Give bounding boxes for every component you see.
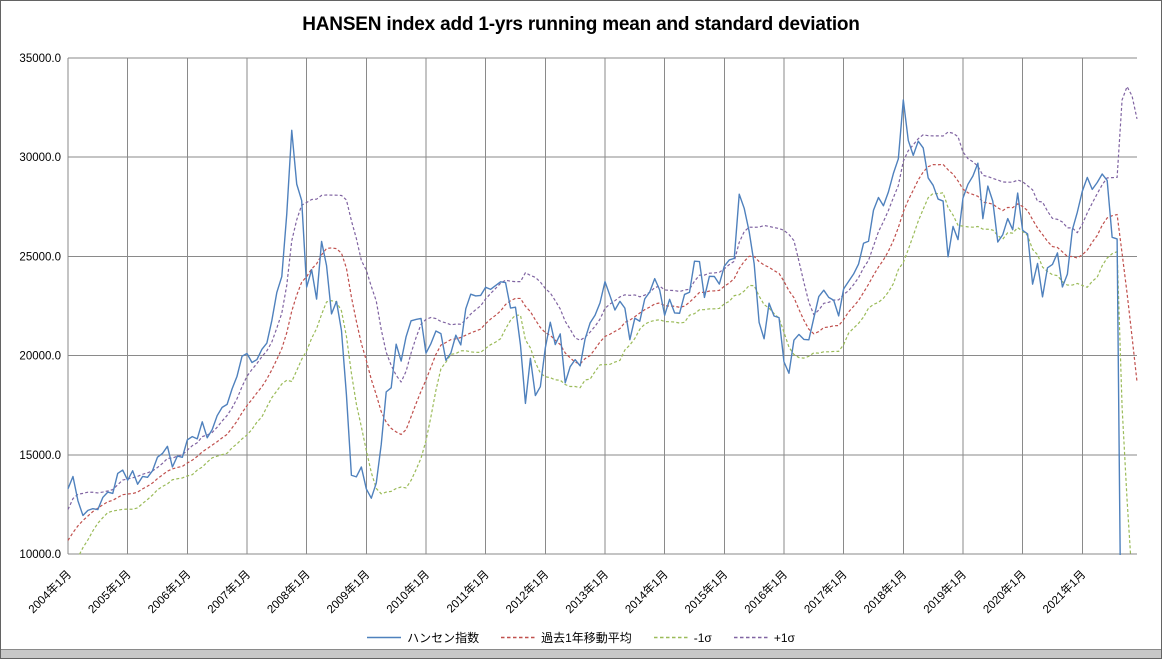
legend-swatch-hansen: [367, 636, 402, 639]
minus-1-sigma-line: [78, 192, 1132, 555]
legend-item-minus-sigma: -1σ: [653, 630, 712, 645]
x-axis-tick-label: 2021年1月: [1040, 567, 1089, 616]
legend-item-hansen: ハンセン指数: [367, 629, 479, 646]
x-axis-tick-label: 2016年1月: [741, 567, 790, 616]
x-axis-tick-label: 2013年1月: [562, 567, 611, 616]
x-axis-tick-label: 2019年1月: [920, 567, 969, 616]
y-axis-tick-label: 10000.0: [19, 549, 61, 561]
legend-label-mean: 過去1年移動平均: [541, 631, 632, 645]
rolling-mean-line: [67, 163, 1138, 541]
x-axis-tick-label: 2015年1月: [682, 567, 731, 616]
x-axis-tick-label: 2017年1月: [801, 567, 850, 616]
legend-item-plus-sigma: +1σ: [733, 630, 795, 645]
x-axis-tick-label: 2018年1月: [861, 567, 910, 616]
plus-1-sigma-line: [67, 85, 1138, 510]
x-axis-tick-label: 2011年1月: [444, 567, 492, 615]
x-axis-tick-label: 2020年1月: [980, 567, 1029, 616]
y-axis-tick-label: 15000.0: [19, 450, 61, 462]
legend-swatch-minus-sigma: [653, 636, 688, 639]
x-axis-tick-labels: 2004年1月 2005年1月 2006年1月 2007年1月 2008年1月 2009年…: [25, 567, 1088, 616]
x-axis-tick-label: 2010年1月: [383, 567, 432, 616]
legend-label-hansen: ハンセン指数: [407, 631, 480, 645]
chart-title: HANSEN index add 1-yrs running mean and …: [302, 14, 860, 35]
y-axis-tick-label: 30000.0: [19, 152, 61, 164]
x-axis-tick-label: 2012年1月: [503, 567, 552, 616]
legend-swatch-mean: [501, 636, 536, 639]
gridlines: [67, 57, 1137, 555]
legend-item-mean: 過去1年移動平均: [501, 629, 632, 646]
y-axis-tick-label: 25000.0: [19, 251, 61, 263]
x-axis-tick-label: 2004年1月: [25, 567, 74, 616]
y-axis-tick-label: 20000.0: [19, 351, 61, 363]
series-lines: [67, 85, 1138, 555]
legend-label-minus-sigma: -1σ: [693, 630, 712, 645]
y-axis-tick-labels: 10000.0 15000.0 20000.0 25000.0 30000.0 35000…: [19, 53, 61, 561]
x-axis-tick-label: 2005年1月: [85, 567, 134, 616]
bottom-strip: [1, 649, 1161, 658]
x-axis-tick-label: 2014年1月: [622, 567, 671, 616]
x-axis-tick-label: 2009年1月: [324, 567, 373, 616]
legend-label-plus-sigma: +1σ: [773, 630, 795, 645]
legend-swatch-plus-sigma: [733, 636, 768, 639]
hansen-index-line: [67, 99, 1121, 555]
y-axis-tick-label: 35000.0: [19, 53, 61, 65]
x-axis-tick-label: 2007年1月: [204, 567, 253, 616]
x-axis-tick-label: 2008年1月: [264, 567, 313, 616]
chart-legend: ハンセン指数 過去1年移動平均 -1σ +1σ: [1, 629, 1161, 646]
x-axis-tick-label: 2006年1月: [145, 567, 194, 616]
